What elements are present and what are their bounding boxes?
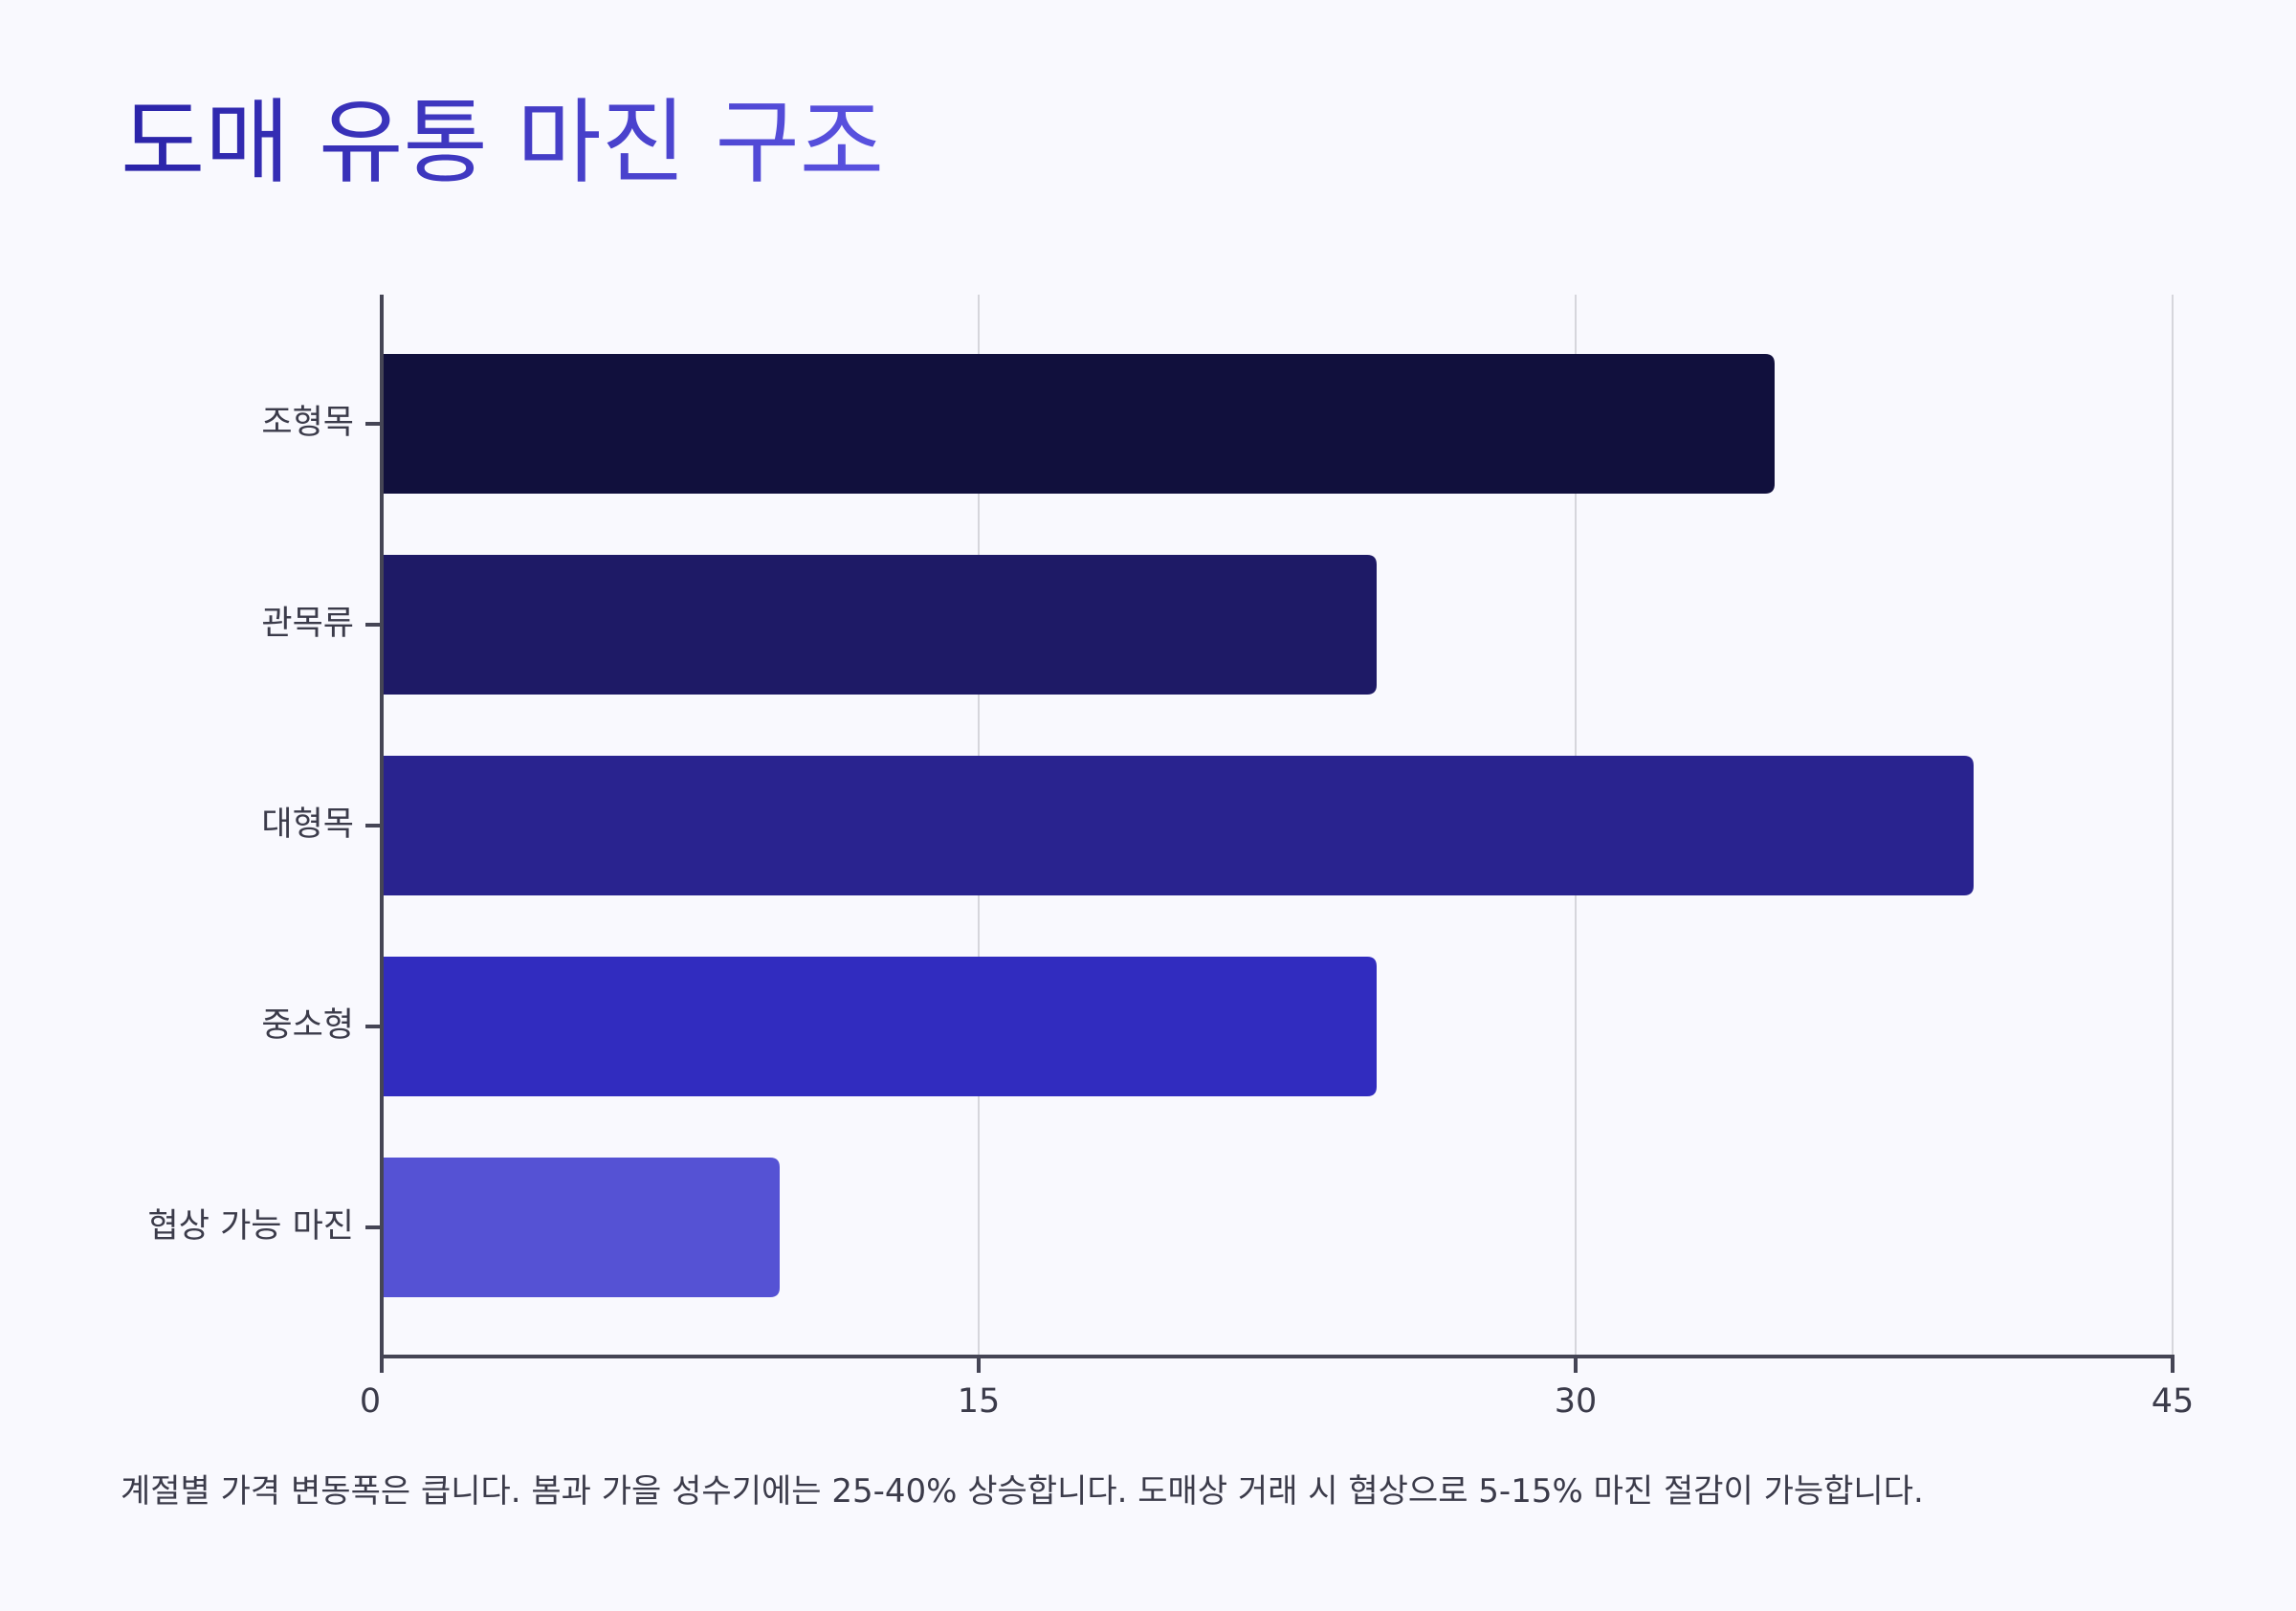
y-tick-label: 조형목 [261, 404, 354, 442]
axes [365, 295, 2175, 1373]
bar-3 [382, 756, 1974, 895]
x-tick-label: 0 [360, 1382, 381, 1421]
bar-2 [382, 555, 1377, 695]
bar-5 [382, 1158, 780, 1297]
y-tick-label: 중소형 [261, 1006, 354, 1045]
bar-4 [382, 957, 1377, 1096]
page-title: 도매 유통 마진 구조 [121, 88, 884, 198]
y-tick-label: 대형목 [261, 806, 354, 844]
bar-1 [382, 354, 1775, 494]
bars [382, 354, 1974, 1297]
x-tick-label: 30 [1555, 1382, 1598, 1421]
y-tick-label: 협상 가능 마진 [148, 1207, 354, 1246]
footnote: 계절별 가격 변동폭은 큽니다. 봄과 가을 성수기에는 25-40% 상승합니… [121, 1472, 1924, 1511]
x-tick-label: 15 [958, 1382, 1001, 1421]
y-tick-label: 관목류 [261, 605, 354, 643]
x-tick-label: 45 [2152, 1382, 2195, 1421]
